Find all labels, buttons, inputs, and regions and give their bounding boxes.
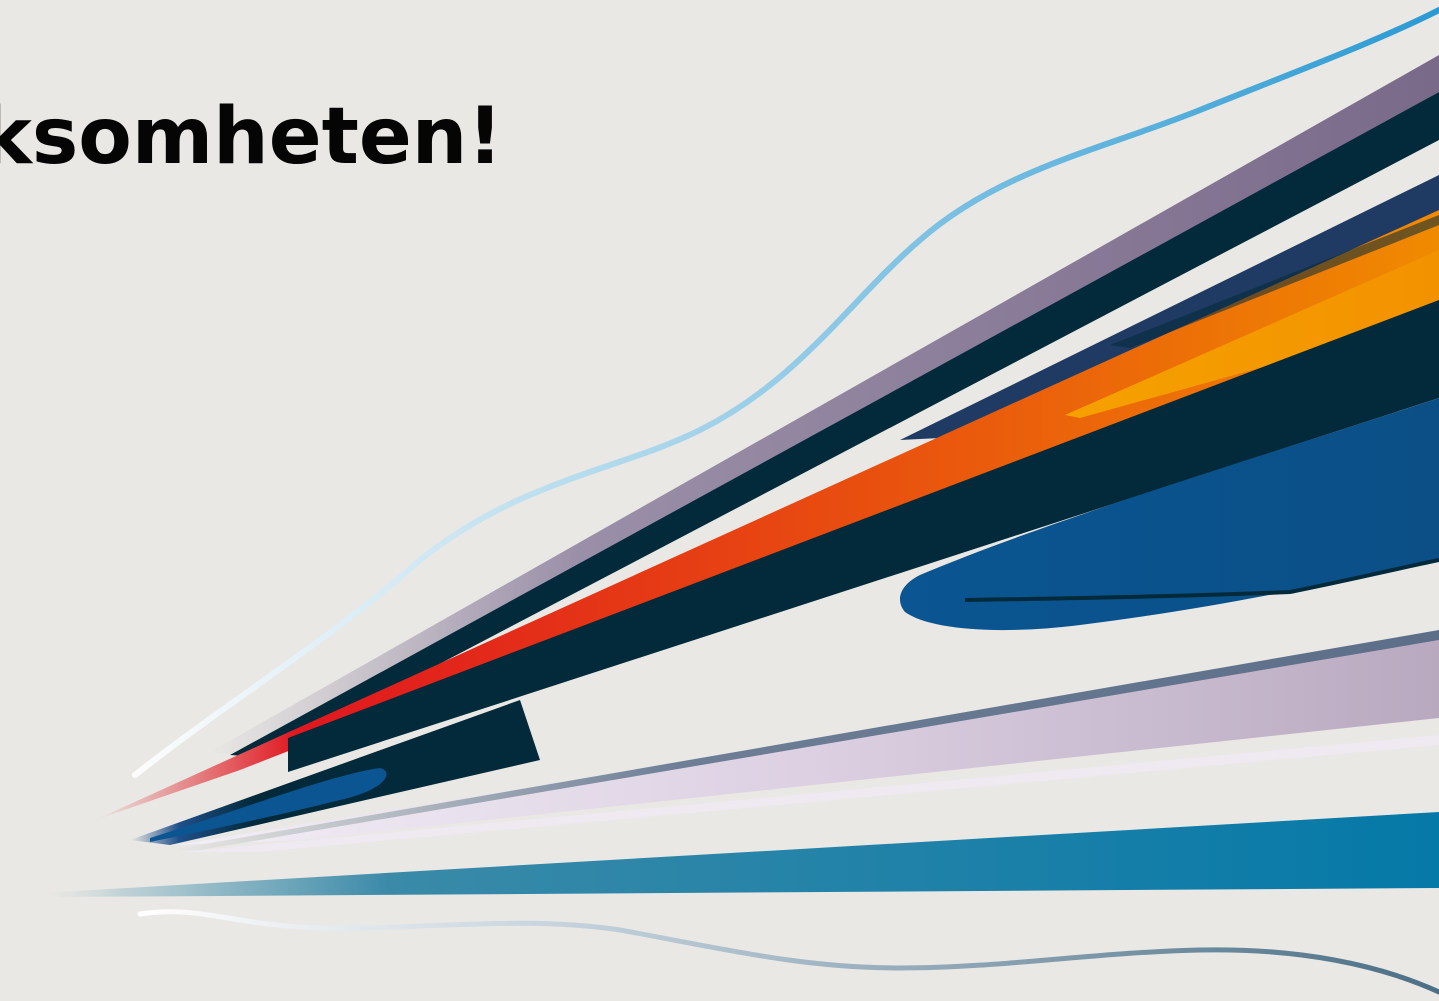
streak-blue-sweep-line bbox=[964, 558, 1439, 602]
streak-navy-fade-left bbox=[130, 700, 540, 845]
streak-blue-sweep bbox=[900, 398, 1439, 631]
streak-navy-upper bbox=[900, 175, 1439, 440]
streak-bottom-curve bbox=[137, 909, 1439, 995]
streak-navy-sliver bbox=[1110, 215, 1439, 348]
streak-red-orange bbox=[95, 210, 1439, 820]
left-fade-overlay bbox=[0, 700, 120, 920]
streak-light-blue-curve bbox=[132, 7, 1439, 778]
slide-title: ksomheten! bbox=[0, 92, 503, 182]
streak-orange-highlight bbox=[1065, 250, 1439, 418]
streak-mauve bbox=[210, 55, 1439, 755]
streak-lavender-light bbox=[180, 735, 1439, 852]
streak-slate-line bbox=[170, 630, 1439, 850]
streak-teal bbox=[40, 812, 1439, 897]
streak-dark-navy-top bbox=[230, 92, 1439, 757]
streak-blue-blob-left bbox=[150, 768, 387, 842]
streak-dark-navy-main bbox=[288, 300, 1439, 772]
